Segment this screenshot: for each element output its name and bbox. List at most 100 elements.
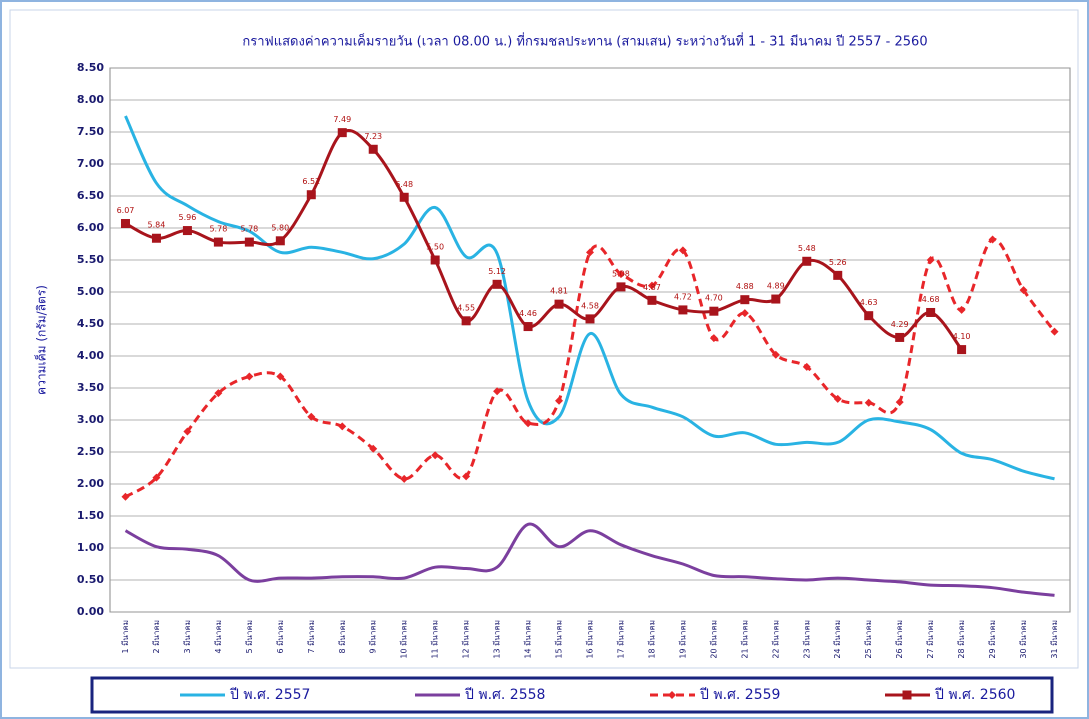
data-point	[864, 311, 874, 321]
legend-label: ปี พ.ศ. 2560	[935, 687, 1016, 703]
data-point	[152, 473, 161, 482]
y-axis-label: ความเค็ม (กรัม/ลิตร)	[34, 285, 49, 395]
data-point	[368, 144, 378, 154]
data-point	[307, 412, 316, 421]
y-tick-label: 8.00	[77, 93, 104, 106]
y-tick-label: 3.00	[77, 413, 104, 426]
data-point	[740, 309, 749, 318]
x-tick-label: 28 มีนาคม	[957, 620, 966, 659]
y-tick-label: 4.00	[77, 349, 104, 362]
data-point	[244, 237, 254, 247]
data-point	[306, 190, 316, 200]
chart-title: กราฟแสดงค่าความเค็มรายวัน (เวลา 08.00 น.…	[242, 32, 927, 50]
data-label: 5.84	[148, 221, 166, 230]
data-point	[802, 256, 812, 266]
data-label: 6.48	[395, 180, 413, 189]
data-point	[182, 226, 192, 236]
data-label: 5.12	[488, 267, 506, 276]
data-point	[740, 295, 750, 305]
data-point	[678, 246, 687, 255]
data-point	[555, 396, 564, 405]
data-point	[213, 237, 223, 247]
data-label: 4.81	[550, 287, 568, 296]
data-point	[523, 322, 533, 332]
data-label: 5.78	[240, 225, 258, 234]
data-label: 4.58	[581, 301, 599, 310]
data-point	[120, 219, 130, 229]
x-tick-label: 26 มีนาคม	[895, 620, 904, 659]
x-tick-label: 31 มีนาคม	[1050, 620, 1059, 659]
data-label: 4.70	[705, 294, 723, 303]
x-tick-label: 23 มีนาคม	[802, 620, 811, 659]
data-label: 4.72	[674, 292, 692, 301]
data-point	[864, 398, 873, 407]
data-point	[833, 270, 843, 280]
data-label: 6.07	[117, 206, 135, 215]
data-point	[895, 332, 905, 342]
data-label: 5.08	[612, 269, 630, 278]
x-tick-label: 7 มีนาคม	[307, 620, 316, 654]
y-tick-label: 8.50	[77, 61, 104, 74]
legend-marker	[668, 691, 676, 699]
x-tick-label: 18 มีนาคม	[647, 620, 656, 659]
y-tick-label: 7.00	[77, 157, 104, 170]
data-point	[245, 372, 254, 381]
y-tick-label: 6.00	[77, 221, 104, 234]
legend-label: ปี พ.ศ. 2558	[465, 687, 546, 703]
x-tick-label: 24 มีนาคม	[833, 620, 842, 659]
data-point	[462, 472, 471, 481]
data-point	[895, 398, 904, 407]
x-tick-label: 1 มีนาคม	[121, 620, 130, 654]
data-point	[647, 295, 657, 305]
data-label: 7.49	[333, 115, 351, 124]
y-tick-label: 7.50	[77, 125, 104, 138]
x-tick-label: 20 มีนาคม	[709, 620, 718, 659]
x-tick-label: 17 มีนาคม	[616, 620, 625, 659]
data-point	[461, 316, 471, 326]
legend-label: ปี พ.ศ. 2557	[230, 687, 311, 703]
data-label: 4.87	[643, 283, 661, 292]
legend-label: ปี พ.ศ. 2559	[700, 687, 781, 703]
data-point	[183, 427, 192, 436]
x-tick-label: 13 มีนาคม	[493, 620, 502, 659]
x-tick-label: 5 มีนาคม	[245, 620, 254, 654]
data-point	[647, 281, 656, 290]
x-tick-label: 25 มีนาคม	[864, 620, 873, 659]
y-tick-label: 0.00	[77, 605, 104, 618]
data-label: 4.89	[767, 282, 785, 291]
x-tick-label: 21 มีนาคม	[740, 620, 749, 659]
data-label: 4.68	[922, 295, 940, 304]
data-label: 4.55	[457, 303, 475, 312]
data-point	[524, 419, 533, 428]
data-point	[586, 248, 594, 257]
data-point	[771, 294, 781, 304]
data-point	[833, 394, 842, 403]
x-tick-label: 12 มีนาคม	[462, 620, 471, 659]
data-label: 4.88	[736, 282, 754, 291]
y-tick-label: 3.50	[77, 381, 104, 394]
x-tick-label: 29 มีนาคม	[988, 620, 997, 659]
x-tick-label: 14 มีนาคม	[524, 620, 533, 659]
data-point	[709, 306, 719, 316]
data-point	[926, 256, 935, 264]
data-point	[616, 282, 626, 292]
y-tick-label: 2.50	[77, 445, 104, 458]
series-line	[124, 522, 1055, 597]
data-label: 5.48	[798, 244, 816, 253]
chart-area	[9, 9, 1079, 669]
data-point	[554, 299, 564, 309]
data-point	[400, 474, 409, 483]
x-tick-label: 15 มีนาคม	[555, 620, 564, 659]
data-point	[151, 233, 161, 243]
data-point	[492, 279, 502, 289]
data-point	[1019, 286, 1028, 295]
data-label: 5.80	[271, 223, 289, 232]
data-point	[369, 444, 378, 453]
y-tick-label: 6.50	[77, 189, 104, 202]
x-tick-label: 10 มีนาคม	[400, 620, 409, 659]
y-tick-label: 2.00	[77, 477, 104, 490]
data-label: 5.26	[829, 258, 847, 267]
data-point	[214, 389, 223, 398]
